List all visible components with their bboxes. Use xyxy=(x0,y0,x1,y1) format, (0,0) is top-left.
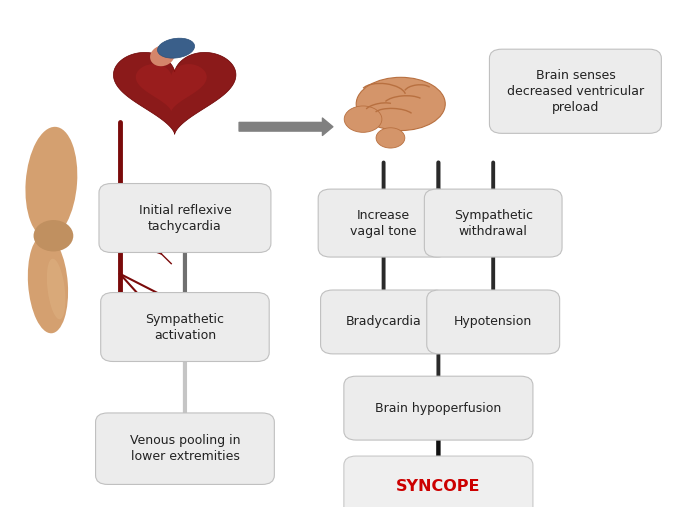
Ellipse shape xyxy=(28,235,68,333)
Ellipse shape xyxy=(356,77,445,130)
FancyBboxPatch shape xyxy=(321,290,447,354)
Text: Hypotension: Hypotension xyxy=(454,315,532,329)
Ellipse shape xyxy=(34,220,73,251)
Text: Sympathetic
withdrawal: Sympathetic withdrawal xyxy=(453,208,533,238)
Text: Increase
vagal tone: Increase vagal tone xyxy=(350,208,417,238)
Ellipse shape xyxy=(47,259,66,319)
Ellipse shape xyxy=(344,106,382,132)
Text: Venous pooling in
lower extremities: Venous pooling in lower extremities xyxy=(129,434,240,463)
Text: Sympathetic
activation: Sympathetic activation xyxy=(145,312,225,342)
FancyBboxPatch shape xyxy=(99,184,271,252)
FancyBboxPatch shape xyxy=(344,456,533,507)
Ellipse shape xyxy=(25,127,77,238)
Text: SYNCOPE: SYNCOPE xyxy=(396,479,481,494)
FancyBboxPatch shape xyxy=(101,293,269,361)
Ellipse shape xyxy=(150,45,175,66)
Polygon shape xyxy=(136,64,207,112)
FancyBboxPatch shape xyxy=(489,49,661,133)
FancyBboxPatch shape xyxy=(318,189,449,257)
Text: Bradycardia: Bradycardia xyxy=(346,315,421,329)
FancyBboxPatch shape xyxy=(427,290,560,354)
Ellipse shape xyxy=(376,128,405,148)
Text: Brain hypoperfusion: Brain hypoperfusion xyxy=(375,402,501,415)
Polygon shape xyxy=(114,52,236,134)
FancyBboxPatch shape xyxy=(96,413,274,485)
Text: Initial reflexive
tachycardia: Initial reflexive tachycardia xyxy=(138,203,232,233)
Ellipse shape xyxy=(158,38,195,58)
FancyBboxPatch shape xyxy=(344,376,533,440)
Text: Brain senses
decreased ventricular
preload: Brain senses decreased ventricular prelo… xyxy=(507,69,644,114)
FancyBboxPatch shape xyxy=(424,189,562,257)
